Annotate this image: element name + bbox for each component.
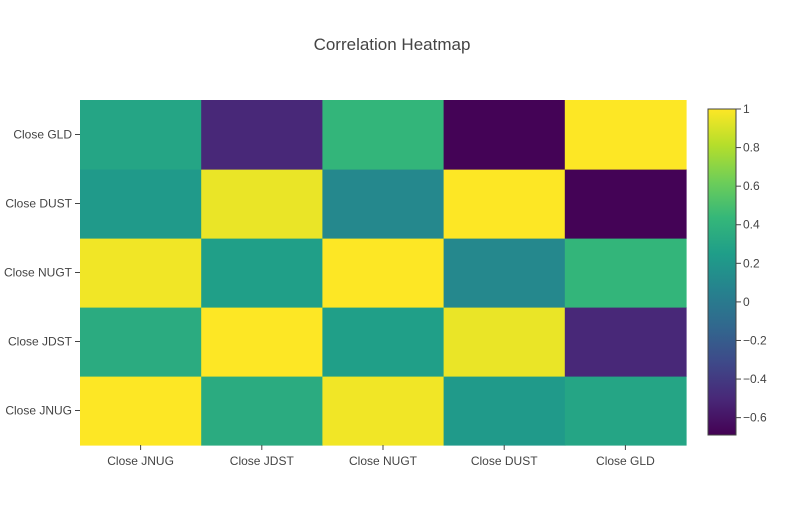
heatmap-cell	[80, 169, 202, 239]
heatmap-cell	[80, 100, 202, 170]
y-tick-label: Close DUST	[5, 197, 72, 211]
x-tick-label: Close NUGT	[349, 454, 418, 468]
heatmap-cell	[201, 307, 323, 377]
colorbar-tick-label: 0.6	[743, 179, 760, 193]
heatmap-cell	[80, 307, 202, 377]
colorbar-tick-label: −0.6	[743, 411, 767, 425]
heatmap-cell	[322, 100, 445, 170]
colorbar-tick-label: −0.4	[743, 372, 767, 386]
heatmap-cell	[201, 169, 323, 239]
heatmap-cell	[564, 238, 687, 308]
heatmap-cell	[564, 376, 687, 446]
heatmap-cells	[80, 100, 687, 446]
heatmap-cell	[80, 238, 202, 308]
colorbar-tick-label: 0.2	[743, 256, 760, 270]
colorbar-tick-label: 0.4	[743, 218, 760, 232]
colorbar-tick-label: 1	[743, 102, 750, 116]
chart-title: Correlation Heatmap	[314, 35, 471, 54]
y-tick-label: Close GLD	[13, 128, 72, 142]
heatmap-cell	[201, 238, 323, 308]
heatmap-cell	[322, 238, 445, 308]
heatmap-cell	[443, 100, 566, 170]
heatmap-cell	[443, 376, 566, 446]
heatmap-cell	[443, 238, 566, 308]
heatmap-cell	[201, 376, 323, 446]
x-tick-label: Close JDST	[230, 454, 295, 468]
x-tick-label: Close JNUG	[107, 454, 174, 468]
heatmap-cell	[564, 307, 687, 377]
heatmap-cell	[564, 100, 687, 170]
colorbar-gradient	[707, 108, 737, 436]
x-axis: Close JNUG Close JDST Close NUGT Close DUST…	[107, 445, 655, 468]
colorbar-tick-label: 0	[743, 295, 750, 309]
heatmap-cell	[322, 376, 445, 446]
heatmap-cell	[564, 169, 687, 239]
colorbar-tick-label: 0.8	[743, 141, 760, 155]
y-tick-label: Close NUGT	[4, 266, 73, 280]
colorbar-ticks: 1 0.8 0.6 0.4 0.2 0 −0.2 −0.4 −0.6	[736, 102, 767, 425]
heatmap-cell	[443, 169, 566, 239]
y-tick-label: Close JDST	[8, 335, 73, 349]
heatmap-cell	[443, 307, 566, 377]
heatmap-cell	[80, 376, 202, 446]
heatmap-cell	[322, 307, 445, 377]
colorbar-tick-label: −0.2	[743, 333, 767, 347]
y-axis: Close JNUG Close JDST Close NUGT Close DUST…	[4, 128, 80, 418]
y-tick-label: Close JNUG	[5, 404, 72, 418]
colorbar: 1 0.8 0.6 0.4 0.2 0 −0.2 −0.4 −0.6	[707, 102, 767, 436]
heatmap-cell	[201, 100, 323, 170]
x-tick-label: Close DUST	[471, 454, 538, 468]
x-tick-label: Close GLD	[596, 454, 655, 468]
heatmap-cell	[322, 169, 445, 239]
